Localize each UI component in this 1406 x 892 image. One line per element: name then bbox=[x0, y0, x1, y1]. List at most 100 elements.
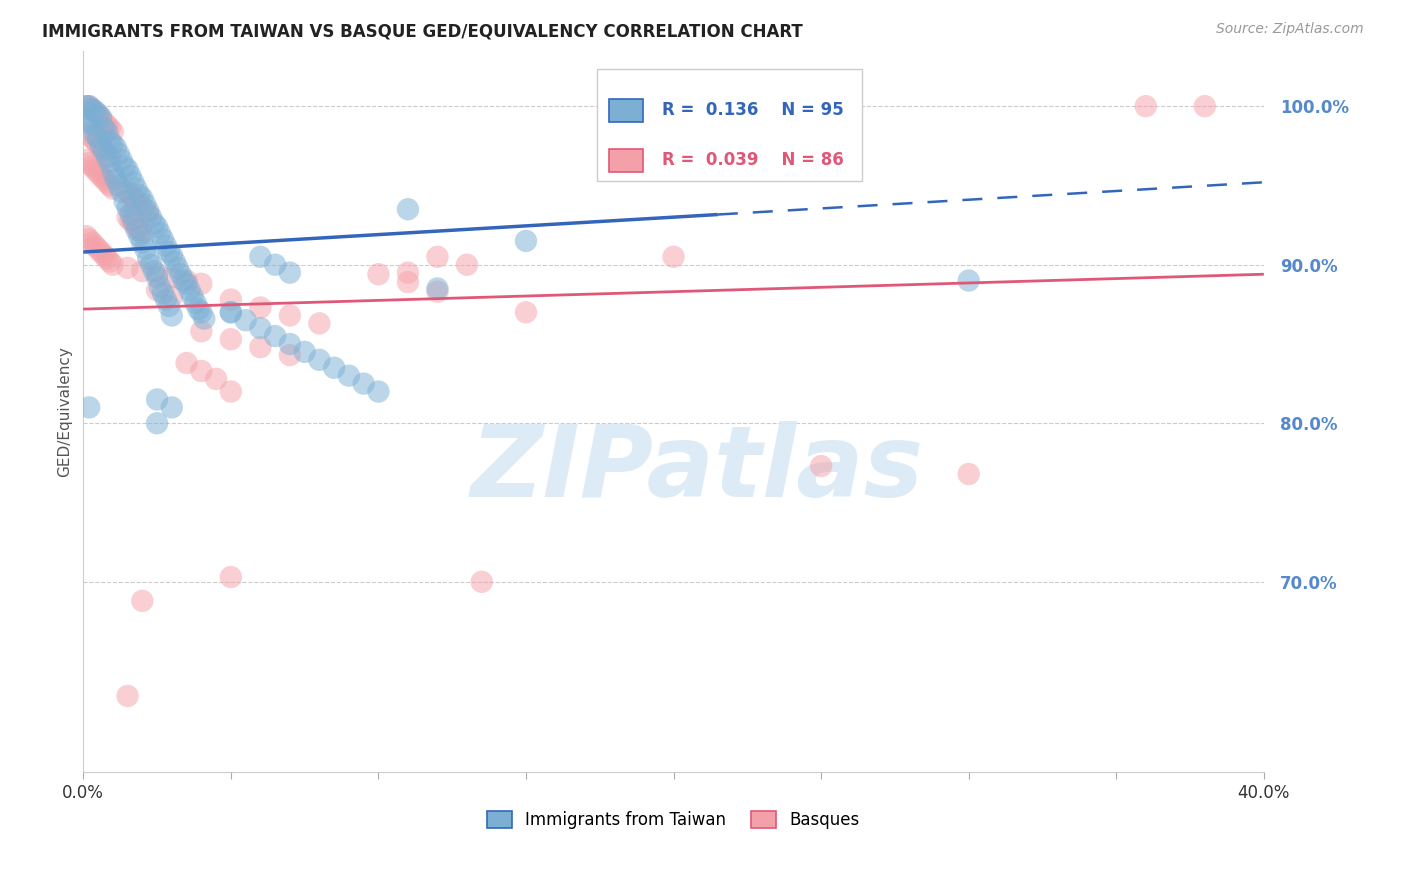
Point bbox=[101, 124, 124, 138]
Point bbox=[249, 321, 271, 335]
Point bbox=[93, 144, 115, 158]
Text: R =  0.039    N = 86: R = 0.039 N = 86 bbox=[662, 152, 844, 169]
Point bbox=[120, 207, 142, 221]
Point bbox=[146, 417, 169, 431]
Point bbox=[337, 368, 360, 383]
Point bbox=[131, 226, 153, 240]
Point bbox=[87, 242, 110, 256]
Point bbox=[90, 112, 112, 126]
Point bbox=[98, 121, 121, 136]
Point bbox=[190, 305, 212, 319]
Point bbox=[181, 289, 204, 303]
Point bbox=[170, 267, 193, 281]
Point bbox=[426, 285, 449, 299]
Point bbox=[93, 248, 115, 262]
Point bbox=[77, 99, 100, 113]
Point bbox=[957, 467, 980, 481]
Point bbox=[98, 150, 121, 164]
Point bbox=[219, 305, 242, 319]
Point bbox=[249, 250, 271, 264]
Point bbox=[82, 103, 104, 117]
Point bbox=[125, 194, 148, 209]
Point bbox=[114, 194, 136, 209]
Point bbox=[87, 166, 110, 180]
Point bbox=[134, 242, 156, 256]
Point bbox=[136, 203, 159, 218]
Point bbox=[122, 217, 145, 231]
Point bbox=[396, 275, 419, 289]
Point bbox=[96, 150, 118, 164]
FancyBboxPatch shape bbox=[596, 69, 862, 180]
Point bbox=[323, 360, 346, 375]
Point bbox=[98, 134, 121, 148]
Point bbox=[77, 401, 100, 415]
Point bbox=[93, 144, 115, 158]
Point bbox=[160, 401, 183, 415]
Point bbox=[90, 138, 112, 153]
Point bbox=[93, 121, 115, 136]
Point bbox=[157, 299, 180, 313]
Point bbox=[84, 128, 107, 142]
Point bbox=[278, 266, 301, 280]
Point bbox=[146, 267, 169, 281]
Point bbox=[471, 574, 494, 589]
Point bbox=[235, 313, 257, 327]
Point bbox=[75, 229, 97, 244]
Point bbox=[75, 153, 97, 167]
Text: R =  0.136    N = 95: R = 0.136 N = 95 bbox=[662, 101, 844, 120]
Point bbox=[176, 277, 198, 291]
Point bbox=[367, 384, 389, 399]
Point bbox=[77, 232, 100, 246]
Point bbox=[117, 689, 139, 703]
Point bbox=[367, 267, 389, 281]
Point bbox=[98, 156, 121, 170]
Point bbox=[120, 213, 142, 227]
Point bbox=[163, 254, 186, 268]
Point bbox=[87, 137, 110, 152]
Point bbox=[98, 178, 121, 193]
Point bbox=[152, 286, 174, 301]
Point bbox=[249, 301, 271, 315]
Point bbox=[515, 305, 537, 319]
Point bbox=[77, 115, 100, 129]
Point bbox=[75, 99, 97, 113]
Point bbox=[75, 99, 97, 113]
Point bbox=[184, 295, 207, 310]
Point bbox=[176, 356, 198, 370]
Point bbox=[117, 185, 139, 199]
Point bbox=[160, 289, 183, 303]
Point bbox=[190, 324, 212, 338]
Point bbox=[77, 156, 100, 170]
Point bbox=[141, 258, 163, 272]
Point bbox=[219, 305, 242, 319]
Point bbox=[662, 250, 685, 264]
Point bbox=[107, 146, 129, 161]
Point bbox=[82, 103, 104, 117]
FancyBboxPatch shape bbox=[609, 98, 643, 121]
Point bbox=[131, 191, 153, 205]
Point bbox=[122, 175, 145, 189]
Text: Source: ZipAtlas.com: Source: ZipAtlas.com bbox=[1216, 22, 1364, 37]
Point bbox=[101, 166, 124, 180]
Point bbox=[143, 217, 166, 231]
Point bbox=[160, 270, 183, 285]
Point bbox=[107, 178, 129, 193]
Point bbox=[128, 188, 150, 202]
Point bbox=[117, 260, 139, 275]
Point bbox=[128, 223, 150, 237]
Point bbox=[219, 384, 242, 399]
Point bbox=[146, 283, 169, 297]
Point bbox=[146, 270, 169, 285]
Point bbox=[111, 185, 134, 199]
Point bbox=[278, 309, 301, 323]
Point bbox=[96, 252, 118, 266]
Point bbox=[87, 131, 110, 145]
Point bbox=[84, 105, 107, 120]
Point bbox=[114, 160, 136, 174]
Point bbox=[75, 112, 97, 126]
Point bbox=[219, 332, 242, 346]
Point bbox=[131, 594, 153, 608]
Point bbox=[101, 258, 124, 272]
Point bbox=[160, 309, 183, 323]
Point bbox=[146, 219, 169, 234]
